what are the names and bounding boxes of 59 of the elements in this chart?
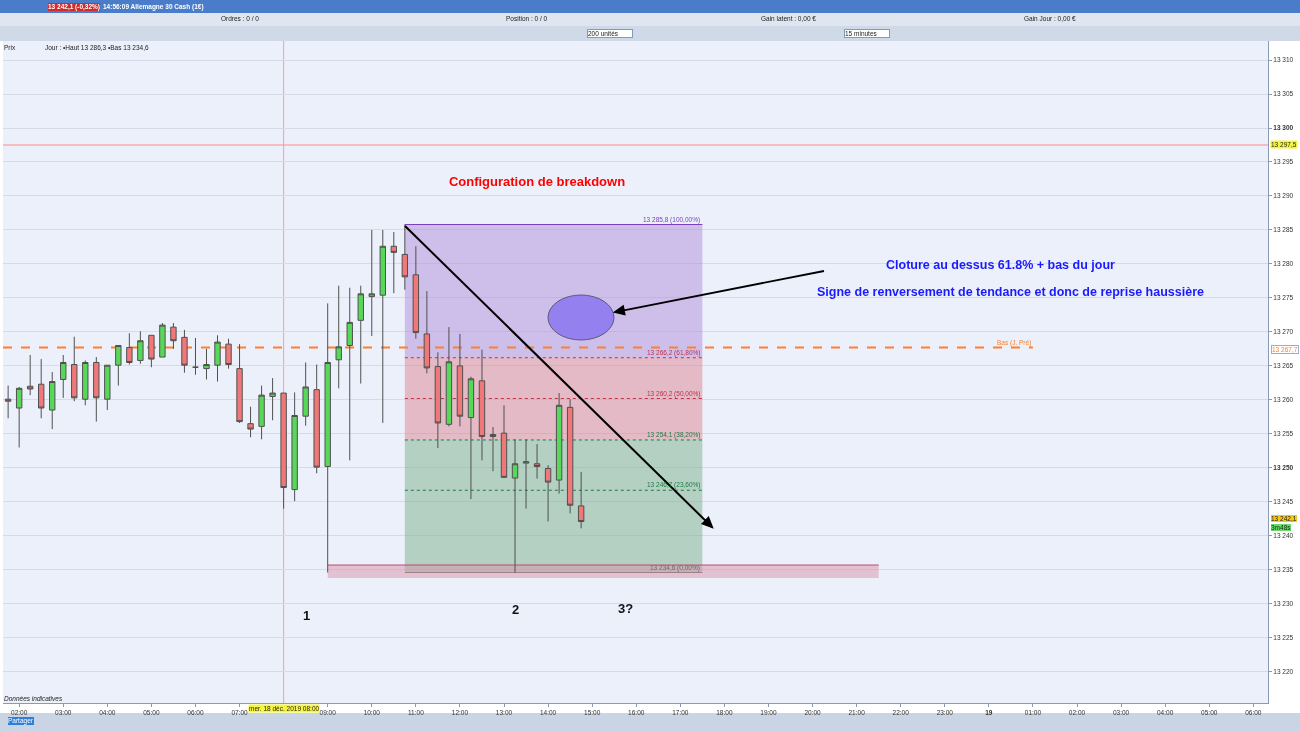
candlestick: [434, 351, 442, 449]
candlestick: [192, 337, 199, 376]
candlestick: [456, 333, 464, 427]
annotation: 2: [512, 602, 520, 617]
candlestick: [533, 443, 541, 480]
candlestick: [49, 371, 56, 430]
candlestick: [181, 329, 188, 374]
candlestick: [236, 343, 243, 424]
candlestick: [258, 385, 265, 440]
candlestick: [225, 338, 232, 370]
annotation: Signe de renversement de tendance et donc de reprise haussière: [817, 285, 1204, 299]
candlestick: [93, 356, 100, 423]
candlestick: [126, 332, 133, 366]
annotation: 1: [303, 608, 311, 623]
candlestick: [280, 392, 287, 510]
candlestick: [357, 285, 364, 385]
candlestick: [71, 336, 78, 402]
candlestick: [148, 334, 155, 368]
candlestick: [577, 471, 585, 529]
candlestick: [104, 364, 111, 411]
candlestick: [115, 344, 122, 387]
candlestick: [346, 287, 353, 461]
candlestick: [203, 348, 210, 380]
text: Configuration de breakdown: [448, 173, 626, 189]
candlestick: [412, 245, 420, 340]
candlestick: [247, 406, 254, 438]
candlestick: [324, 302, 331, 573]
candlestick: [478, 349, 486, 461]
candlestick: [26, 354, 34, 396]
candlestick: [368, 229, 375, 337]
candlestick: [291, 391, 298, 502]
candlestick: [489, 426, 497, 472]
candlestick: [522, 438, 530, 510]
candlestick: [60, 354, 67, 399]
annotation: 3?: [618, 601, 634, 616]
candlestick: [82, 359, 89, 406]
candlestick: [445, 326, 453, 427]
candlestick: [423, 290, 431, 374]
candlestick: [566, 398, 574, 514]
candlestick: [269, 377, 276, 421]
candlestick: [544, 464, 552, 523]
candlestick: [170, 322, 177, 350]
candlestick: [500, 404, 508, 479]
candlestick: [401, 224, 409, 291]
candlestick: [555, 392, 563, 495]
candlestick: [335, 285, 342, 389]
candlestick: [38, 358, 45, 419]
candlestick: [4, 385, 12, 419]
candlestick: [302, 361, 309, 427]
candlestick: [390, 231, 398, 294]
candlestick: [15, 386, 23, 448]
candlestick: [214, 334, 221, 383]
annotation: Cloture au dessus 61.8% + bas du jour: [886, 258, 1116, 272]
candlestick: [159, 322, 166, 358]
candlestick: [137, 330, 144, 365]
candlestick: [511, 438, 519, 573]
candlestick: [379, 229, 386, 424]
candlestick: [313, 364, 320, 474]
candlestick: [467, 376, 475, 500]
